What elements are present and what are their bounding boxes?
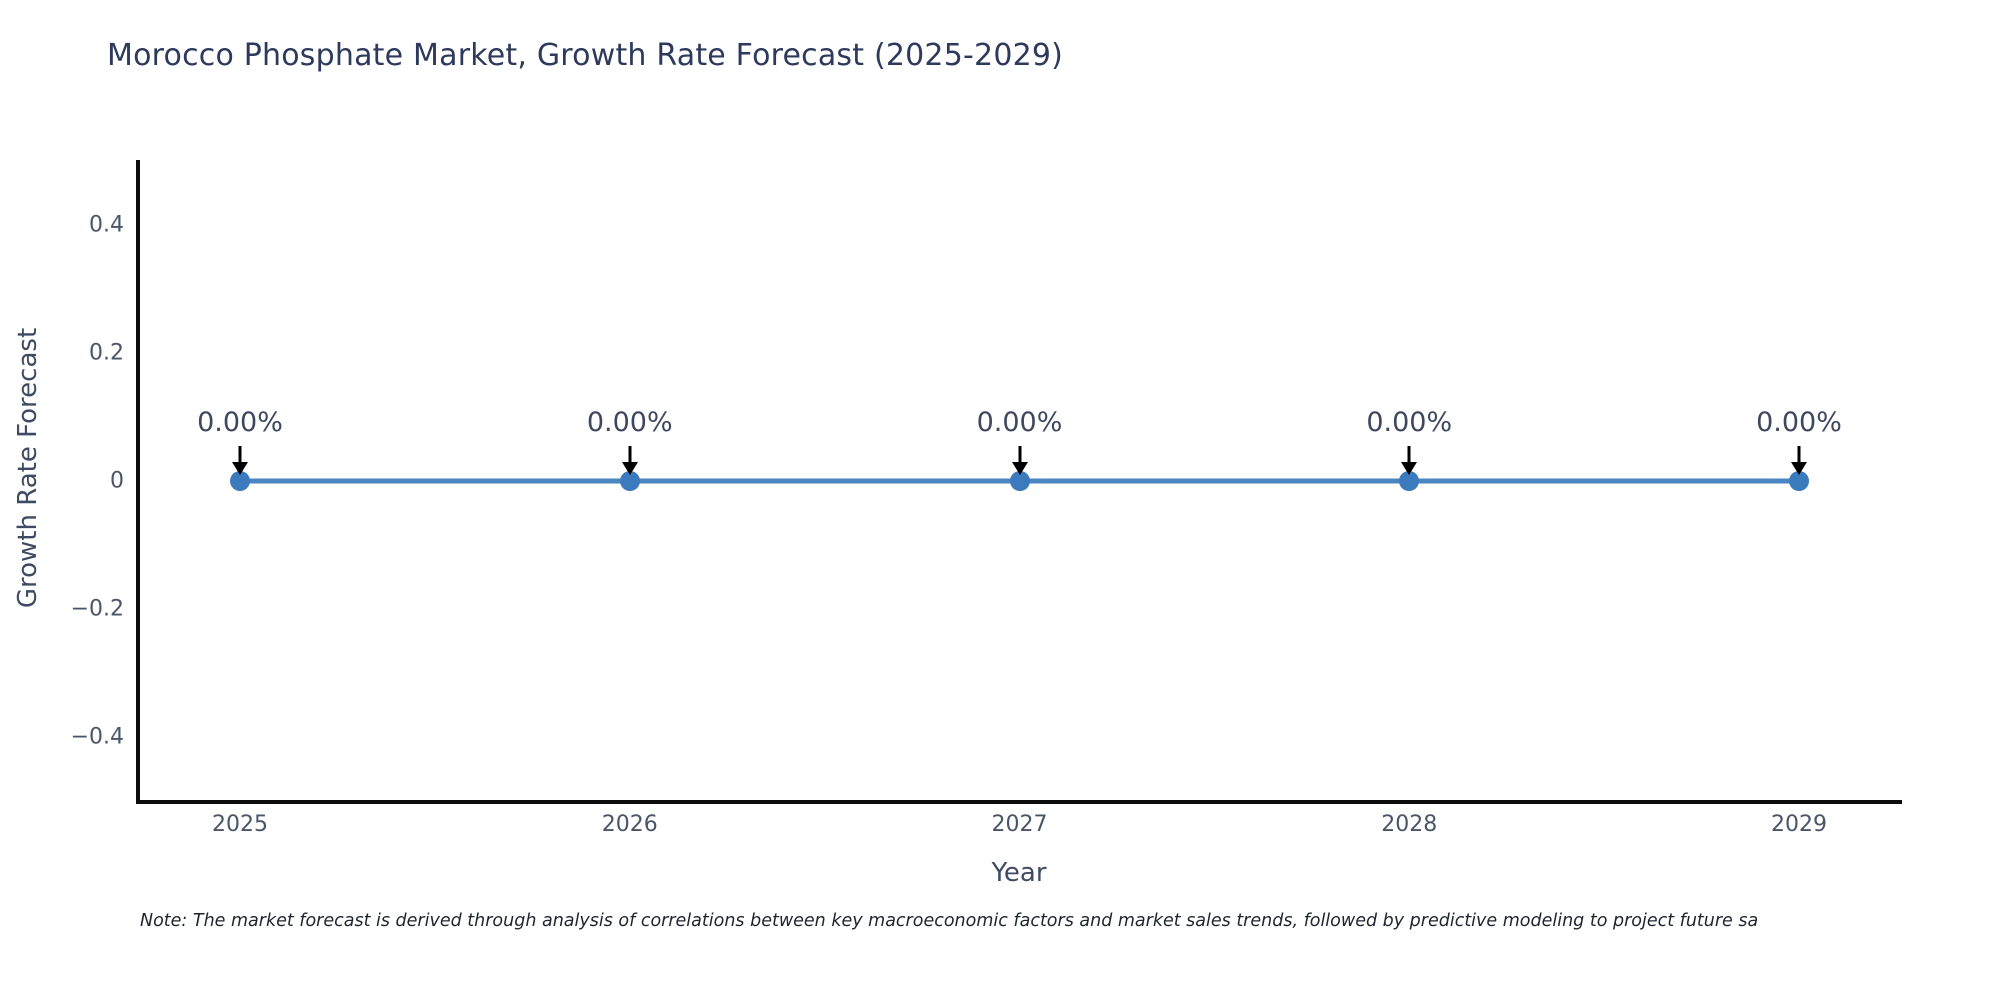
y-tick-label: −0.2 — [70, 596, 124, 622]
annotation-arrow-stem — [1018, 446, 1021, 464]
data-point-marker — [1789, 471, 1809, 491]
x-tick-label: 2026 — [601, 812, 658, 837]
chart-title: Morocco Phosphate Market, Growth Rate Fo… — [107, 38, 1064, 73]
annotation-arrow-head-icon — [1011, 462, 1028, 475]
y-tick-label: 0.4 — [89, 212, 124, 238]
annotation-arrow-head-icon — [1791, 462, 1807, 475]
x-tick-label: 2027 — [991, 812, 1048, 837]
annotation-arrow-head-icon — [232, 462, 248, 475]
annotation-arrow-stem — [628, 446, 632, 464]
annotation-arrow-stem — [1407, 446, 1411, 464]
y-tick-label: −0.4 — [70, 724, 124, 750]
x-axis-title: Year — [991, 858, 1047, 888]
footnote: Note: The market forecast is derived thr… — [140, 911, 1759, 931]
y-tick-label: 0 — [110, 468, 124, 494]
data-point-annotation: 0.00% — [1366, 407, 1453, 438]
annotation-arrow-stem — [238, 446, 242, 464]
annotation-arrow-head-icon — [621, 462, 638, 475]
y-tick-label: 0.2 — [89, 340, 124, 366]
data-point-marker — [1399, 471, 1420, 491]
x-tick-label: 2028 — [1381, 812, 1438, 837]
data-point-annotation: 0.00% — [976, 407, 1063, 438]
annotation-arrow-stem — [1797, 446, 1801, 464]
y-axis-spine — [136, 160, 140, 804]
data-point-marker — [1009, 471, 1030, 491]
data-point-marker — [230, 471, 250, 491]
x-tick-label: 2025 — [212, 812, 268, 837]
x-tick-label: 2029 — [1771, 812, 1827, 837]
data-point-annotation: 0.00% — [586, 407, 673, 438]
annotation-arrow-head-icon — [1401, 462, 1418, 475]
data-point-marker — [619, 471, 640, 491]
data-point-annotation: 0.00% — [1756, 407, 1842, 438]
data-point-annotation: 0.00% — [197, 407, 283, 438]
x-axis-spine — [136, 800, 1902, 804]
